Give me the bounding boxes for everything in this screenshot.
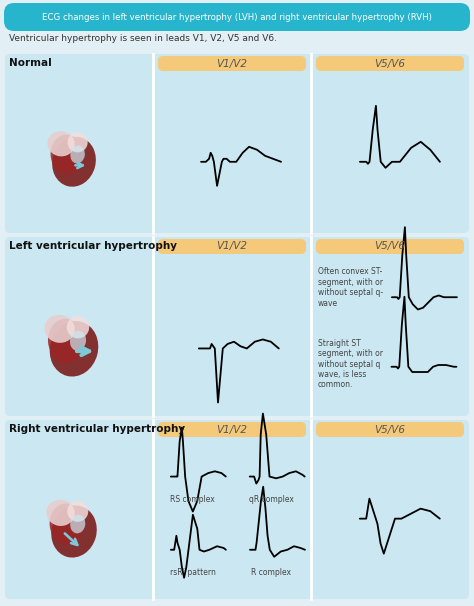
Ellipse shape <box>46 499 75 526</box>
FancyBboxPatch shape <box>158 56 306 71</box>
Text: Normal: Normal <box>9 58 52 68</box>
Ellipse shape <box>67 132 88 152</box>
FancyBboxPatch shape <box>316 56 464 71</box>
FancyBboxPatch shape <box>316 422 464 437</box>
FancyBboxPatch shape <box>158 239 306 254</box>
FancyBboxPatch shape <box>5 54 469 233</box>
Text: ECG changes in left ventricular hypertrophy (LVH) and right ventricular hypertro: ECG changes in left ventricular hypertro… <box>42 13 432 21</box>
FancyBboxPatch shape <box>158 422 306 437</box>
Text: qR complex: qR complex <box>249 494 294 504</box>
Text: rsR’ pattern: rsR’ pattern <box>170 568 216 577</box>
Text: V1/V2: V1/V2 <box>217 59 247 68</box>
FancyBboxPatch shape <box>4 3 470 31</box>
FancyBboxPatch shape <box>5 237 469 416</box>
Ellipse shape <box>51 505 97 558</box>
Text: V1/V2: V1/V2 <box>217 242 247 251</box>
Ellipse shape <box>50 504 83 545</box>
Ellipse shape <box>45 315 75 343</box>
Ellipse shape <box>48 319 84 363</box>
Ellipse shape <box>47 131 75 156</box>
Text: R complex: R complex <box>252 568 292 577</box>
Text: V5/V6: V5/V6 <box>374 424 405 435</box>
Ellipse shape <box>70 145 85 164</box>
Text: Left ventricular hypertrophy: Left ventricular hypertrophy <box>9 241 177 251</box>
Text: V1/V2: V1/V2 <box>217 424 247 435</box>
Ellipse shape <box>67 501 88 522</box>
Text: Ventricular hypertrophy is seen in leads V1, V2, V5 and V6.: Ventricular hypertrophy is seen in leads… <box>9 34 277 43</box>
Ellipse shape <box>70 514 85 533</box>
Text: RS complex: RS complex <box>170 494 215 504</box>
FancyBboxPatch shape <box>316 239 464 254</box>
Ellipse shape <box>67 316 89 338</box>
Text: Right ventricular hypertrophy: Right ventricular hypertrophy <box>9 424 185 434</box>
Ellipse shape <box>51 135 83 175</box>
Text: V5/V6: V5/V6 <box>374 59 405 68</box>
Ellipse shape <box>70 331 86 351</box>
Ellipse shape <box>52 137 96 187</box>
FancyBboxPatch shape <box>5 420 469 599</box>
Ellipse shape <box>50 321 98 376</box>
Text: Often convex ST-
segment, with or
without septal q-
wave: Often convex ST- segment, with or withou… <box>318 267 383 308</box>
Text: V5/V6: V5/V6 <box>374 242 405 251</box>
Text: Straight ST
segment, with or
without septal q
wave, is less
common.: Straight ST segment, with or without sep… <box>318 339 383 390</box>
